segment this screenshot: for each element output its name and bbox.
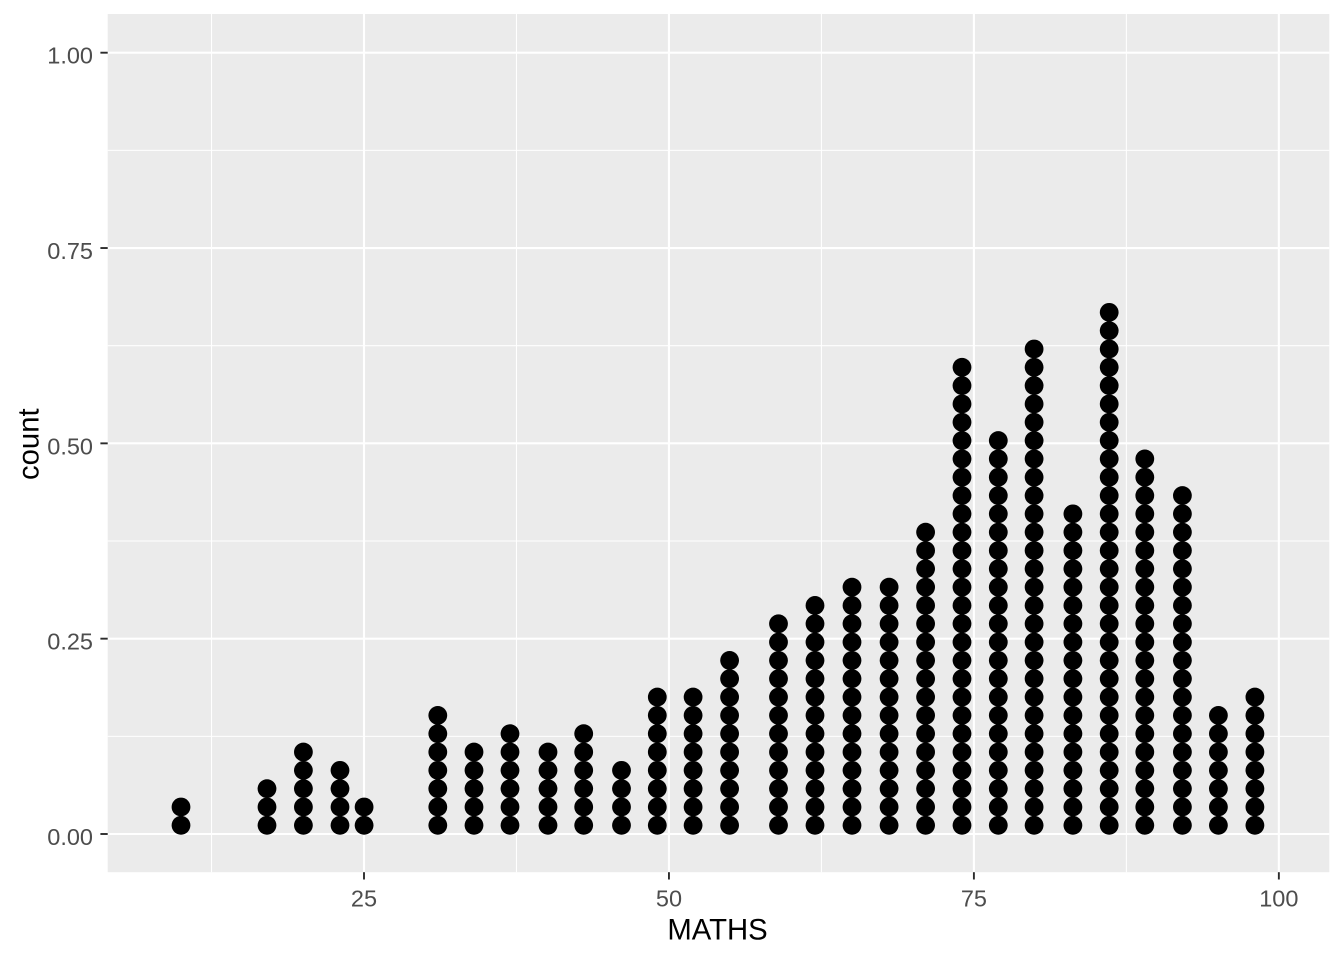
svg-text:0.50: 0.50 [47, 433, 93, 459]
svg-text:50: 50 [656, 885, 682, 911]
svg-text:0.00: 0.00 [47, 824, 93, 850]
svg-text:count: count [13, 408, 46, 480]
svg-text:75: 75 [961, 885, 987, 911]
svg-text:MATHS: MATHS [667, 914, 767, 947]
svg-text:0.25: 0.25 [47, 629, 93, 655]
svg-text:0.75: 0.75 [47, 238, 93, 264]
svg-text:100: 100 [1259, 885, 1298, 911]
svg-text:25: 25 [351, 885, 377, 911]
svg-text:1.00: 1.00 [47, 43, 93, 69]
